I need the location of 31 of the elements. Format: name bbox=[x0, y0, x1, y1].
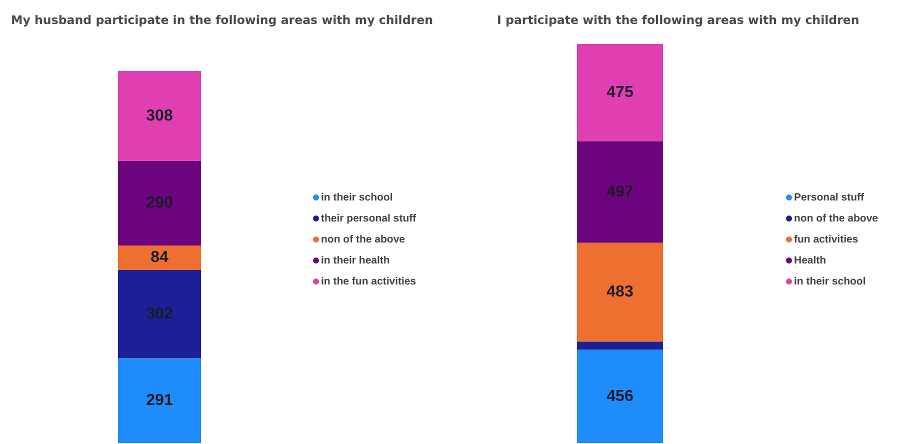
legend-label: in the fun activities bbox=[321, 276, 416, 288]
chart-title: I participate with the following areas with my children bbox=[497, 13, 860, 27]
bar bbox=[577, 342, 663, 350]
legend-label: Health bbox=[794, 254, 826, 266]
legend-label: in their school bbox=[321, 192, 393, 204]
legend-label: non of the above bbox=[794, 212, 878, 224]
legend-label: in their school bbox=[794, 276, 866, 288]
data-label: 497 bbox=[606, 183, 634, 200]
chart-title: My husband participate in the following areas with my children bbox=[11, 13, 434, 27]
legend-label: in their health bbox=[321, 254, 390, 266]
data-label: 456 bbox=[606, 388, 634, 405]
legend-label: non of the above bbox=[321, 234, 406, 246]
bar bbox=[118, 245, 201, 270]
bar bbox=[118, 358, 201, 443]
data-label: 475 bbox=[606, 84, 634, 102]
bar bbox=[577, 44, 663, 142]
data-label: 308 bbox=[146, 107, 173, 124]
data-label: 291 bbox=[146, 392, 173, 410]
legend-label: Personal stuff bbox=[794, 192, 865, 204]
data-label: 84 bbox=[150, 249, 168, 266]
data-label: 290 bbox=[146, 194, 173, 212]
bar bbox=[577, 141, 663, 243]
data-label: 302 bbox=[146, 306, 173, 323]
bar bbox=[118, 270, 201, 358]
bar bbox=[118, 71, 201, 161]
legend-label: their personal stuff bbox=[321, 212, 417, 224]
bar bbox=[577, 350, 663, 443]
bar bbox=[118, 160, 201, 246]
legend-label: fun activities bbox=[794, 234, 858, 246]
bar bbox=[577, 242, 663, 342]
data-label: 483 bbox=[606, 284, 634, 301]
